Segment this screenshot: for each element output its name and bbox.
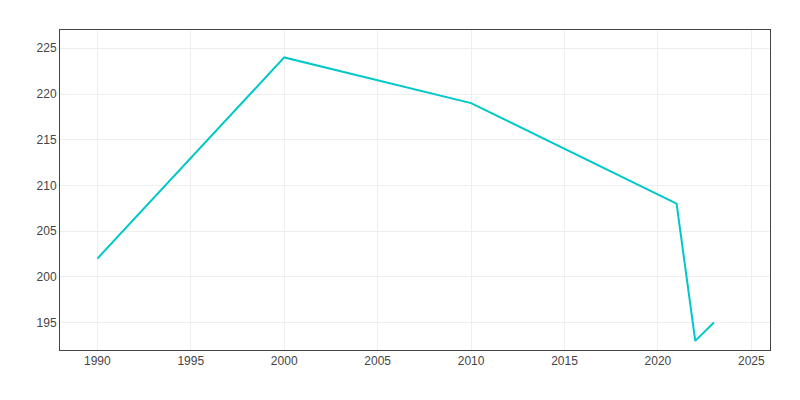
svg-text:215: 215: [37, 133, 57, 147]
svg-text:2000: 2000: [271, 354, 298, 368]
svg-text:200: 200: [37, 270, 57, 284]
svg-text:195: 195: [37, 316, 57, 330]
svg-text:2005: 2005: [364, 354, 391, 368]
svg-text:2020: 2020: [645, 354, 672, 368]
svg-text:2015: 2015: [551, 354, 578, 368]
svg-text:1995: 1995: [177, 354, 204, 368]
svg-text:2010: 2010: [458, 354, 485, 368]
svg-text:225: 225: [37, 41, 57, 55]
svg-text:1990: 1990: [84, 354, 111, 368]
svg-text:220: 220: [37, 87, 57, 101]
svg-text:210: 210: [37, 179, 57, 193]
svg-text:2025: 2025: [738, 354, 765, 368]
svg-text:205: 205: [37, 224, 57, 238]
